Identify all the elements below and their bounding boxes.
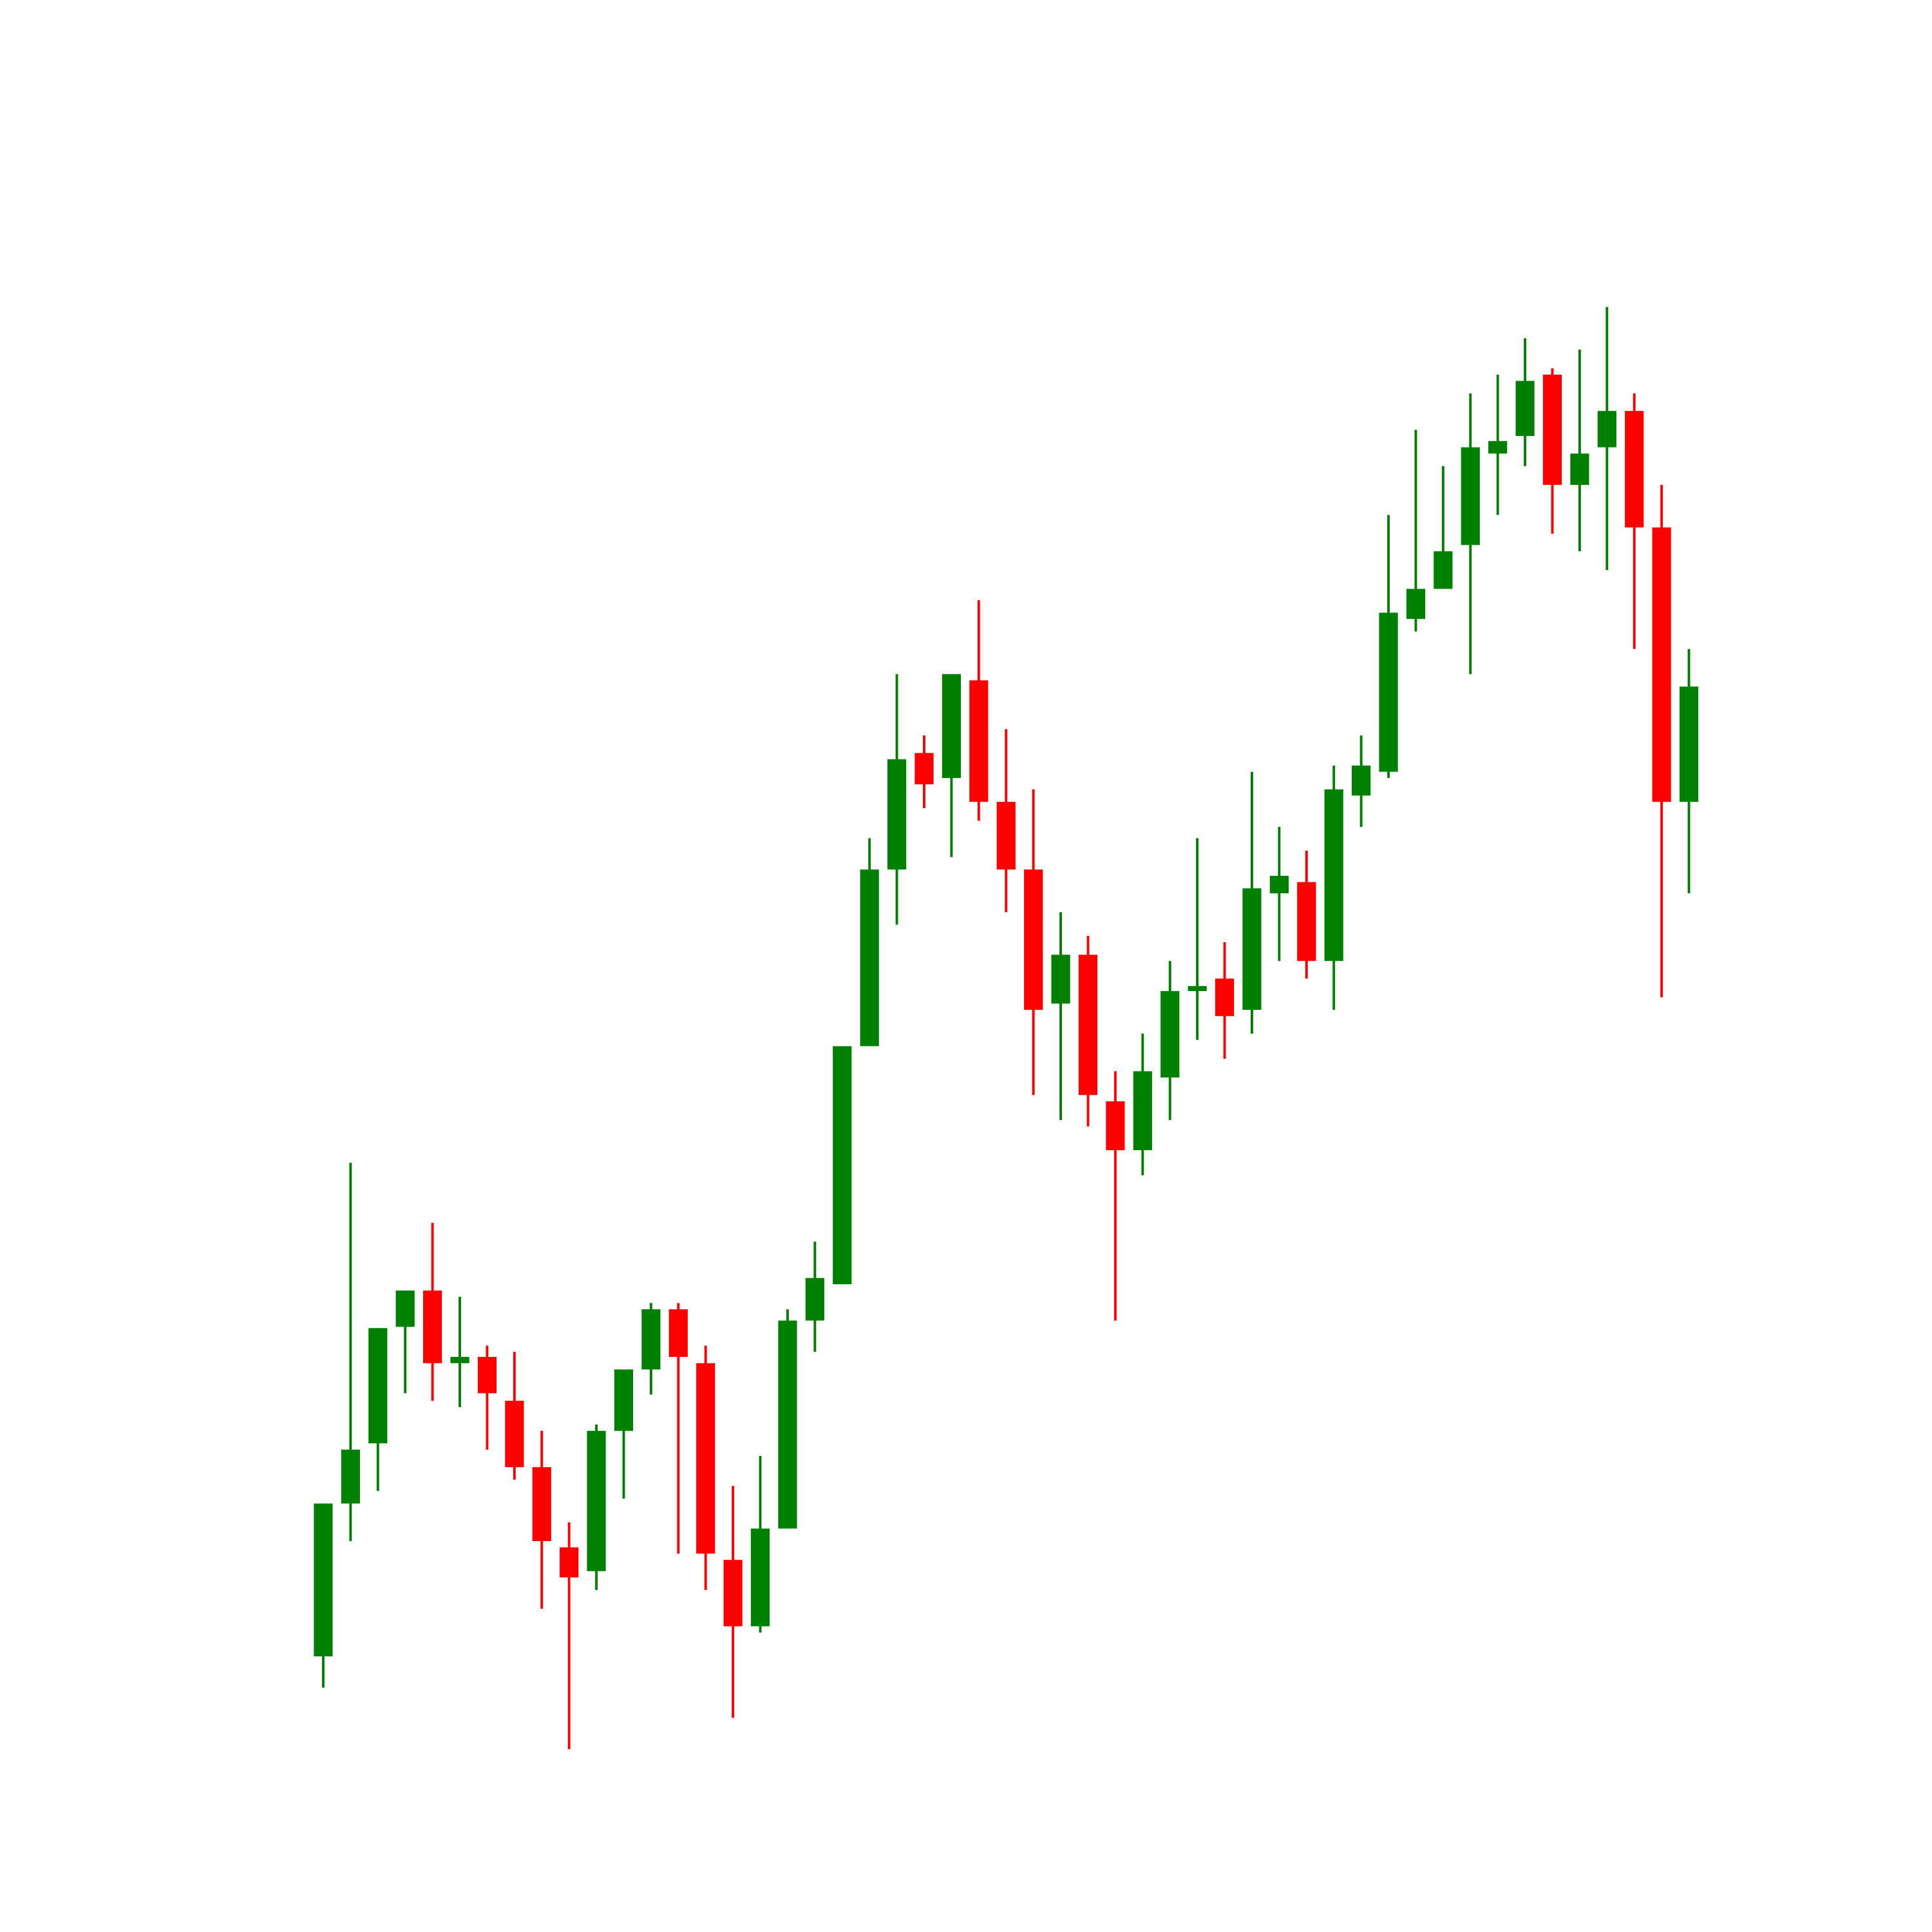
candle-body [1570, 453, 1589, 485]
candle-body [477, 1357, 497, 1394]
candle-body [914, 753, 934, 784]
candle-body [1106, 1101, 1125, 1150]
candle-body [1051, 954, 1070, 1004]
candle-body [887, 759, 907, 870]
candle-body [833, 1046, 852, 1285]
candle-body [560, 1547, 579, 1578]
candle-body [1488, 440, 1508, 454]
candle-body [1652, 527, 1671, 802]
candle-body [1078, 954, 1098, 1095]
candle-body [1406, 589, 1426, 620]
candle-body [723, 1560, 743, 1627]
candle-body [1352, 765, 1371, 796]
candle-body [587, 1430, 606, 1571]
candle-body [505, 1401, 524, 1468]
candle-body [1215, 978, 1235, 1016]
candle-body [314, 1503, 333, 1656]
candle-body [942, 674, 961, 779]
candle-body [996, 802, 1016, 870]
candle-body [1297, 882, 1316, 961]
candle-body [1461, 447, 1480, 545]
candle-body [1597, 411, 1616, 448]
candle-body [668, 1309, 688, 1358]
candle-body [1160, 990, 1180, 1078]
candle-body [614, 1369, 634, 1431]
candle-body [860, 869, 879, 1046]
candle-body [450, 1357, 469, 1363]
candle-body [696, 1363, 715, 1554]
candle-body [368, 1328, 388, 1444]
candle-body [1379, 612, 1398, 772]
candle-body [1188, 986, 1207, 991]
candle-body [641, 1309, 661, 1370]
candle-body [395, 1290, 415, 1327]
candle-body [1269, 875, 1289, 894]
candle-body [423, 1290, 442, 1363]
candle-body [750, 1528, 770, 1627]
candle-body [1542, 374, 1562, 485]
candle-body [1133, 1071, 1152, 1150]
candle-body [341, 1449, 360, 1504]
candle-body [532, 1467, 551, 1541]
candle-body [1324, 789, 1343, 961]
candle-body [1625, 411, 1644, 528]
candle-body [1679, 687, 1699, 802]
candle-body [1242, 888, 1262, 1010]
candle-body [1515, 381, 1535, 437]
candle-body [969, 680, 989, 802]
candle-body [778, 1320, 797, 1529]
candle-body [805, 1278, 824, 1321]
candle-body [1434, 551, 1453, 589]
candle-body [1024, 869, 1043, 1010]
